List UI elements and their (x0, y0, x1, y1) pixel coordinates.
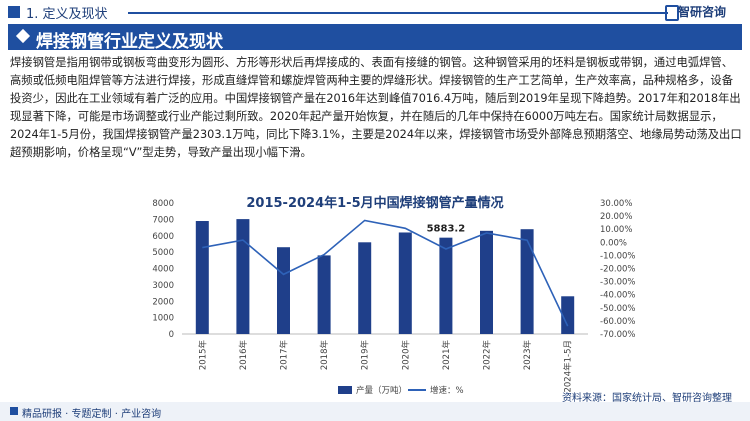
right-tick-label: 0.00% (600, 238, 627, 248)
right-tick-label: -50.00% (600, 304, 635, 314)
right-tick-label: 20.00% (600, 212, 632, 222)
bar (317, 255, 331, 334)
brand-logo-icon (665, 5, 679, 21)
x-tick-label: 2017年 (279, 340, 290, 371)
left-tick-label: 7000 (152, 215, 174, 225)
line-series (202, 219, 569, 327)
bar (561, 296, 575, 334)
bar (480, 230, 493, 334)
source-note: 资料来源：国家统计局、智研咨询整理 (562, 393, 732, 404)
legend-swatch-production (338, 386, 352, 394)
description-paragraph: 焊接钢管是指用钢带或钢板弯曲变形为圆形、方形等形状后再焊接成的、表面有接缝的钢管… (10, 56, 742, 159)
x-tick-label: 2022年 (482, 340, 493, 371)
x-tick-label: 2018年 (319, 340, 330, 371)
right-tick-label: 30.00% (600, 199, 632, 209)
bar (277, 247, 290, 334)
bar (236, 219, 250, 334)
right-tick-label: -30.00% (600, 278, 635, 288)
bar (439, 237, 453, 334)
bar-series (182, 219, 588, 335)
bar (358, 242, 372, 334)
left-tick-label: 1000 (152, 314, 174, 324)
right-tick-label: 10.00% (600, 225, 632, 235)
bar (195, 221, 209, 334)
brand-name: 智研咨询 (678, 5, 727, 19)
x-tick-label: 2015年 (197, 340, 208, 371)
footer-text: 精品研报 · 专题定制 · 产业咨询 (22, 409, 162, 420)
left-tick-label: 5000 (152, 248, 174, 258)
x-tick-label: 2020年 (400, 340, 411, 371)
legend: 产量（万吨） 增速：% (338, 385, 464, 396)
right-tick-label: -10.00% (600, 251, 635, 261)
right-tick-label: -40.00% (600, 291, 635, 301)
right-axis: -70.00% -60.00% -50.00% -40.00% -30.00% -20.0… (600, 199, 635, 340)
left-tick-label: 8000 (152, 199, 174, 209)
x-tick-label: 2024年1-5月 (563, 340, 574, 393)
banner-title: 焊接钢管行业定义及现状 (36, 32, 223, 52)
x-tick-label: 2019年 (360, 340, 371, 371)
x-tick-label: 2021年 (441, 340, 452, 371)
footer-bar (0, 402, 750, 421)
right-tick-label: -20.00% (600, 265, 635, 275)
section-divider (128, 12, 668, 14)
left-axis: 0 1000 2000 3000 4000 5000 6000 7000 8000 (152, 199, 174, 340)
left-tick-label: 6000 (152, 232, 174, 242)
x-tick-label: 2023年 (522, 340, 533, 371)
annotation-group: 5883.2 (427, 224, 466, 235)
legend-label-growth: 增速：% (430, 385, 464, 396)
right-tick-label: -70.00% (600, 330, 635, 340)
x-tick-label: 2016年 (238, 340, 249, 371)
growth-line (202, 219, 569, 327)
bar (398, 232, 412, 334)
right-tick-label: -60.00% (600, 317, 635, 327)
section-title: 1. 定义及现状 (26, 7, 108, 22)
bar (520, 229, 534, 334)
left-tick-label: 3000 (152, 281, 174, 291)
left-tick-label: 0 (169, 330, 174, 340)
x-axis-labels: 2015年 2016年 2017年 2018年 2019年 2020年 2021年 2022年… (197, 340, 573, 393)
title-banner (8, 24, 742, 50)
section-marker-icon (8, 6, 20, 18)
data-label-2021: 5883.2 (427, 224, 466, 235)
left-tick-label: 4000 (152, 265, 174, 275)
legend-label-production: 产量（万吨） (356, 385, 407, 396)
chart-title: 2015-2024年1-5月中国焊接钢管产量情况 (246, 196, 504, 211)
footer-icon (10, 407, 18, 415)
left-tick-label: 2000 (152, 297, 174, 307)
